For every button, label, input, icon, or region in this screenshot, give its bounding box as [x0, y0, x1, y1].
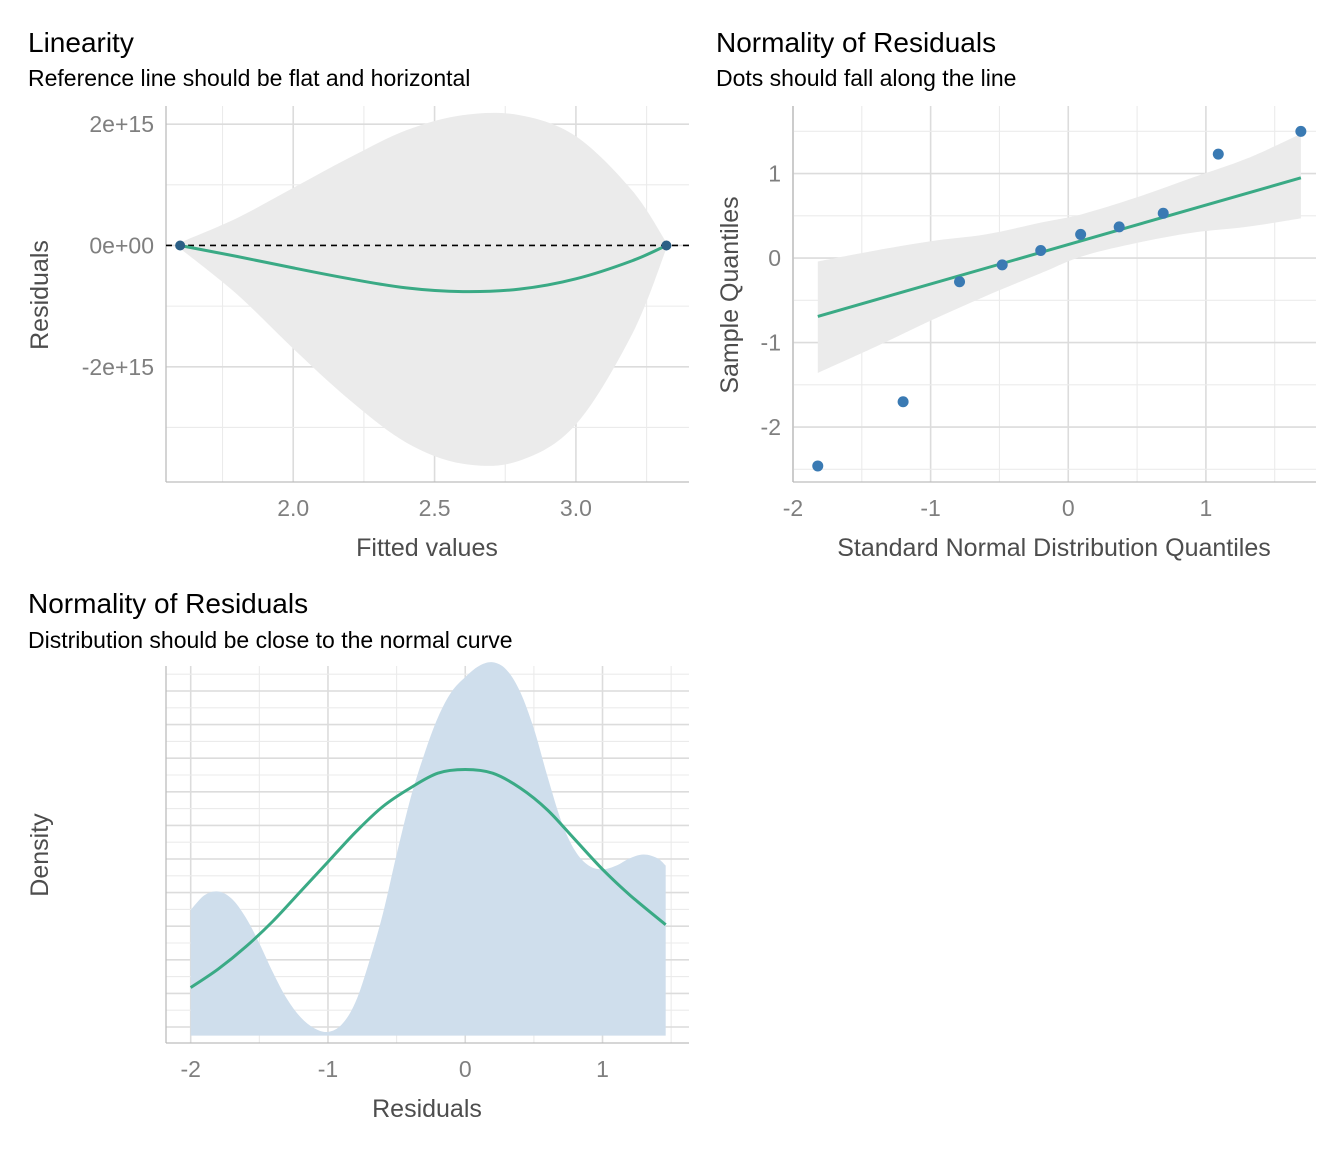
x-tick-label: 1 — [596, 1056, 609, 1082]
data-point — [1212, 148, 1224, 160]
density-area-fill — [190, 662, 666, 1036]
x-tick-label: 2.5 — [419, 495, 451, 521]
x-tick-label: -1 — [920, 495, 940, 521]
axes — [165, 106, 689, 483]
y-tick-labels: 1 0 -1 -2 — [761, 161, 781, 440]
y-tick-label: -2e+15 — [82, 354, 154, 380]
confidence-band-area — [817, 133, 1301, 373]
y-tick-labels: 2e+15 0e+00 -2e+15 — [82, 111, 154, 380]
data-point — [812, 460, 824, 472]
x-axis-label: Fitted values — [356, 534, 498, 562]
data-point — [1035, 244, 1047, 256]
density-panel: Normality of Residuals Distribution shou… — [26, 588, 689, 1123]
x-axis-label: Standard Normal Distribution Quantiles — [837, 534, 1271, 562]
normal-curve — [189, 767, 667, 989]
x-tick-label: 0 — [1062, 495, 1075, 521]
points — [812, 125, 1307, 472]
fit-line-path — [817, 176, 1302, 318]
smooth-line — [179, 244, 668, 294]
data-point — [175, 240, 186, 251]
x-tick-label: -2 — [180, 1056, 200, 1082]
panel-title: Normality of Residuals — [716, 27, 996, 58]
confidence-band — [817, 133, 1301, 373]
panel-subtitle: Reference line should be flat and horizo… — [28, 65, 470, 91]
x-tick-label: 2.0 — [277, 495, 309, 521]
x-tick-label: 3.0 — [560, 495, 592, 521]
data-point — [897, 396, 909, 408]
x-tick-labels: 2.0 2.5 3.0 — [277, 495, 592, 521]
x-tick-label: 1 — [1199, 495, 1212, 521]
density-area — [190, 662, 666, 1036]
y-axis-label: Density — [26, 813, 54, 897]
y-axis-label: Residuals — [26, 240, 54, 350]
y-tick-label: 2e+15 — [89, 111, 154, 137]
fit-line — [817, 176, 1302, 318]
axes — [165, 666, 689, 1044]
y-tick-label: -2 — [761, 414, 781, 440]
x-tick-label: -1 — [318, 1056, 338, 1082]
x-tick-label: 0 — [459, 1056, 472, 1082]
panel-title: Linearity — [28, 27, 134, 58]
data-point — [996, 259, 1008, 271]
linearity-panel: Linearity Reference line should be flat … — [26, 27, 689, 562]
x-axis-label: Residuals — [372, 1095, 482, 1123]
y-tick-label: 0 — [768, 245, 781, 271]
data-point — [1157, 207, 1169, 219]
data-point — [1113, 221, 1125, 233]
normal-curve-path — [189, 767, 667, 989]
smooth-line-path — [179, 244, 668, 294]
data-point — [1295, 125, 1307, 137]
y-axis-label: Sample Quantiles — [716, 196, 744, 393]
panel-subtitle: Dots should fall along the line — [716, 65, 1016, 91]
data-point — [1075, 228, 1087, 240]
y-tick-label: 0e+00 — [89, 232, 154, 258]
points — [175, 240, 672, 251]
data-point — [661, 240, 672, 251]
y-tick-label: 1 — [768, 161, 781, 187]
panel-subtitle: Distribution should be close to the norm… — [28, 627, 513, 653]
panel-title: Normality of Residuals — [28, 588, 308, 619]
y-tick-label: -1 — [761, 330, 781, 356]
axes — [792, 106, 1316, 483]
data-point — [954, 276, 966, 288]
x-tick-labels: -2 -1 0 1 — [180, 1056, 608, 1082]
x-tick-label: -2 — [783, 495, 803, 521]
qq-panel: Normality of Residuals Dots should fall … — [716, 27, 1316, 562]
x-tick-labels: -2 -1 0 1 — [783, 495, 1213, 521]
